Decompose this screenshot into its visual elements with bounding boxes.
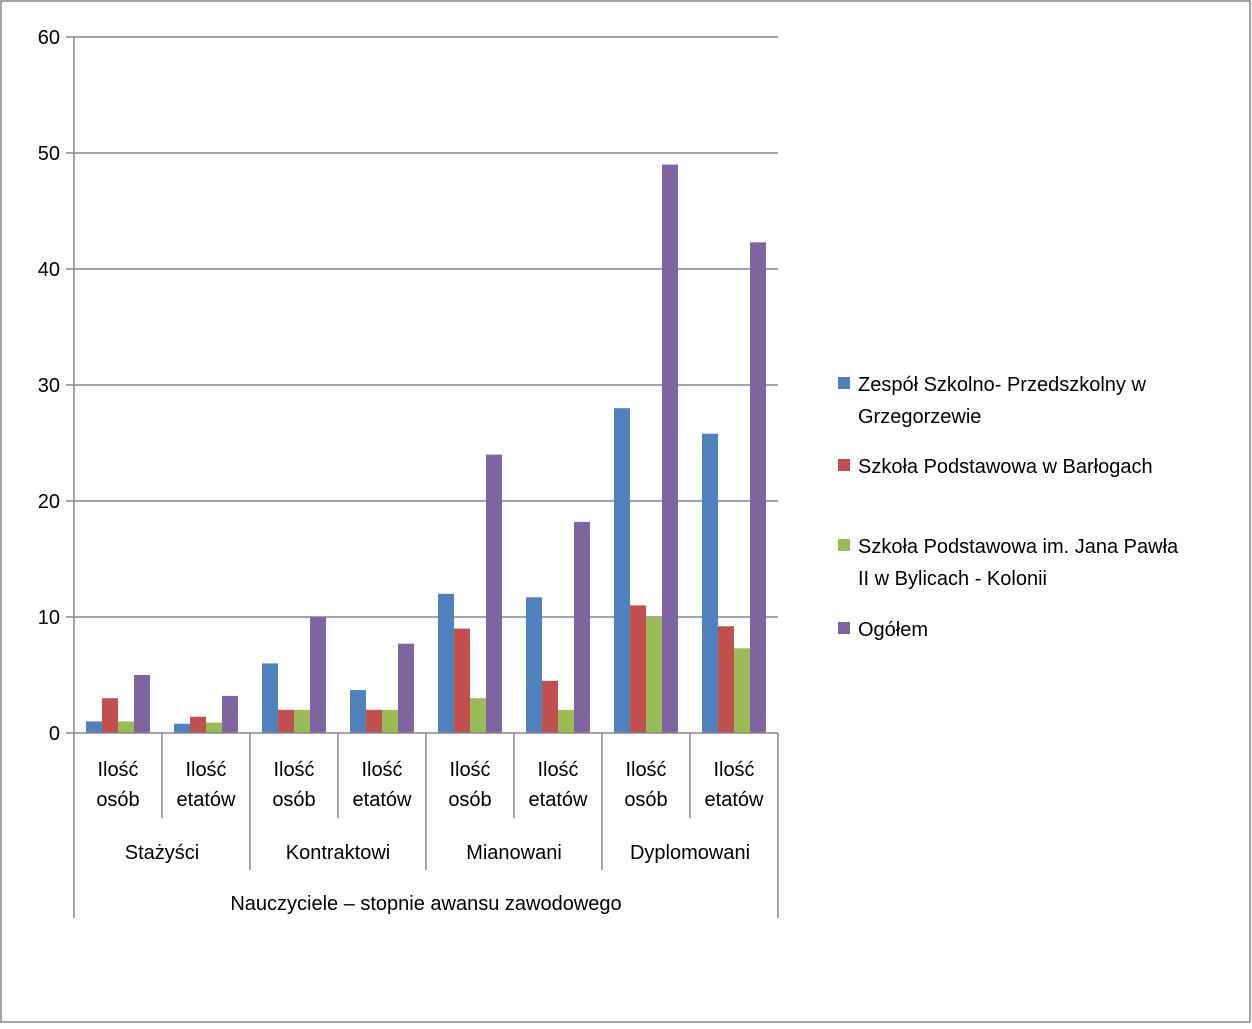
bar [574,521,590,733]
group-label: Dyplomowani [630,842,750,864]
bar [454,628,470,733]
legend-swatch [838,539,850,551]
x-tick-label: Ilość etatów [177,759,236,811]
bar [86,721,102,733]
y-tick-label: 50 [38,143,60,165]
bar [350,690,366,733]
group-label: Kontraktowi [286,842,391,864]
bar [558,709,574,733]
legend-label: Zespół Szkolno- Przedszkolny w Grzegorzew… [858,374,1146,428]
bar [366,709,382,733]
legend-swatch [838,377,850,389]
bar [630,605,646,733]
bar [438,593,454,733]
bar [278,709,294,733]
super-group-label: Nauczyciele – stopnie awansu zawodowego [230,893,621,915]
legend-swatch [838,459,850,471]
bar [382,709,398,733]
group-label: Mianowani [466,842,562,864]
x-tick-label: Ilość etatów [529,759,588,811]
bar [526,597,542,733]
x-tick-label: Ilość etatów [353,759,412,811]
bar [190,716,206,733]
y-tick-label: 60 [38,27,60,49]
bar [614,408,630,733]
legend-label: Ogółem [858,619,928,641]
y-tick-label: 40 [38,259,60,281]
bar [750,242,766,733]
bar [646,617,662,733]
y-tick-label: 0 [49,723,60,745]
bar [262,663,278,733]
x-tick-label: Ilość etatów [705,759,764,811]
x-tick-label: Ilość osób [272,759,315,811]
axis-layer: 0 10 20 30 40 50 60 Ilość osób Ilość etatów Ilość os… [38,27,779,918]
bar-layer [86,164,766,734]
bar [718,626,734,733]
group-label: Stażyści [125,842,199,864]
bar [206,722,222,733]
x-tick-label: Ilość osób [624,759,667,811]
y-tick-label: 10 [38,607,60,629]
bar [470,698,486,733]
bar [310,617,326,733]
x-tick-label: Ilość osób [448,759,491,811]
bar [102,698,118,733]
bar [734,648,750,733]
bar [662,164,678,734]
bar [134,675,150,733]
bar [174,723,190,733]
bar [222,695,238,733]
legend-layer: Zespół Szkolno- Przedszkolny w Grzegorzew… [838,374,1179,641]
legend-label: Szkoła Podstawowa im. Jana Pawła II w Byl… [858,536,1179,590]
bar [542,680,558,733]
bar [702,433,718,733]
legend-label: Szkoła Podstawowa w Barłogach [858,456,1153,478]
bar [486,454,502,733]
x-tick-label: Ilość osób [96,759,139,811]
y-tick-label: 20 [38,491,60,513]
bar [118,721,134,733]
legend-swatch [838,622,850,634]
bar [398,643,414,733]
bar [294,709,310,733]
y-tick-label: 30 [38,375,60,397]
